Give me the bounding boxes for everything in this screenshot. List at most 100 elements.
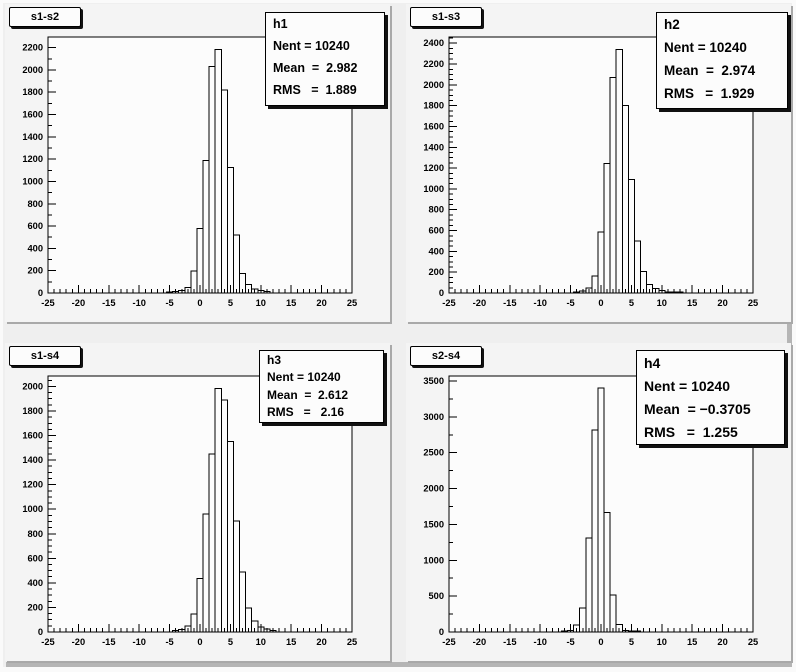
- histogram-pad-s1-s2[interactable]: -25 -20 -15 -10 -5 0 5 10 15 20 25 0 200 400 600 800 100…: [5, 4, 390, 322]
- histogram-bar: [627, 179, 635, 294]
- stats-box-h4[interactable]: h4 Nent = 10240 Mean = −0.3705 RMS = 1.2…: [636, 350, 785, 445]
- y-axis-tick-label: 400: [27, 243, 43, 253]
- x-axis-tick-label: -10: [132, 637, 145, 647]
- canvas-edge-right: [792, 0, 796, 672]
- y-axis-tick-label: 600: [428, 226, 444, 236]
- y-axis-tick-label: 0: [439, 288, 444, 298]
- y-axis-tick-label: 2500: [423, 448, 444, 458]
- y-axis-tick-label: 2000: [22, 65, 43, 75]
- histogram-bar: [603, 512, 611, 633]
- stats-box-h2[interactable]: h2 Nent = 10240 Mean = 2.974 RMS = 1.929: [656, 12, 788, 109]
- x-axis-tick-label: 20: [717, 637, 727, 647]
- x-axis-tick-label: -10: [132, 298, 145, 308]
- histogram-bar: [226, 167, 234, 294]
- y-axis-tick-label: 0: [439, 627, 444, 637]
- x-axis-tick-label: -5: [566, 298, 574, 308]
- pad-title-box[interactable]: s1-s4: [9, 346, 81, 366]
- x-axis-tick-label: 20: [316, 637, 326, 647]
- y-axis-tick-label: 600: [27, 221, 43, 231]
- stats-hist-name: h3: [267, 352, 282, 367]
- stats-hist-name: h4: [644, 354, 661, 371]
- x-axis-tick-label: 25: [748, 637, 758, 647]
- pad-title-box[interactable]: s1-s3: [410, 7, 482, 27]
- histogram-bar: [609, 594, 617, 633]
- histogram-bar: [239, 571, 247, 633]
- canvas-shadow-bottom: [6, 662, 792, 667]
- y-axis-tick-label: 200: [27, 602, 43, 612]
- x-axis-tick-label: -10: [533, 298, 546, 308]
- y-axis-tick-label: 1800: [423, 101, 444, 111]
- stats-entries: Nent = 10240: [267, 370, 341, 385]
- pad-title-box[interactable]: s2-s4: [410, 346, 482, 366]
- histogram-pad-s1-s3[interactable]: -25 -20 -15 -10 -5 0 5 10 15 20 25 0 200 400 600 800 100…: [406, 4, 791, 322]
- x-axis-tick-label: -20: [72, 637, 85, 647]
- x-axis-tick-label: 5: [629, 298, 634, 308]
- canvas-edge-bottom: [0, 667, 796, 672]
- y-axis-tick-label: 1600: [22, 110, 43, 120]
- y-axis: 0 200 400 600 800 1000 1200 1400 1600 1800 2000: [22, 379, 56, 637]
- pad-title-label: s2-s4: [431, 350, 461, 362]
- x-axis-tick-label: -25: [41, 298, 54, 308]
- x-axis-tick-label: -15: [503, 637, 516, 647]
- x-axis-tick-label: -25: [442, 637, 455, 647]
- y-axis-tick-label: 1200: [423, 163, 444, 173]
- x-axis-tick-label: 5: [629, 637, 634, 647]
- y-axis-tick-label: 1200: [22, 480, 43, 490]
- y-axis-tick-label: 1600: [22, 431, 43, 441]
- x-axis-tick-label: 0: [197, 298, 202, 308]
- stats-mean: Mean = 2.612: [267, 387, 349, 402]
- y-axis-tick-label: 800: [27, 529, 43, 539]
- x-axis: -25 -20 -15 -10 -5 0 5 10 15 20 25: [442, 285, 758, 308]
- stats-entries: Nent = 10240: [273, 39, 350, 53]
- x-axis-tick-label: 25: [347, 298, 357, 308]
- x-axis-tick-label: 15: [286, 637, 296, 647]
- x-axis: -25 -20 -15 -10 -5 0 5 10 15 20 25: [41, 285, 357, 308]
- y-axis-tick-label: 2200: [22, 43, 43, 53]
- stats-mean: Mean = 2.974: [664, 63, 756, 78]
- histogram-bar: [226, 441, 234, 633]
- x-axis-tick-label: 10: [256, 637, 266, 647]
- y-axis-tick-label: 2000: [22, 381, 43, 391]
- stats-rms: RMS = 2.16: [267, 405, 345, 420]
- x-axis-tick-label: 15: [687, 637, 697, 647]
- x-axis-tick-label: 20: [717, 298, 727, 308]
- x-axis-tick-label: 25: [347, 637, 357, 647]
- histogram-bar: [202, 513, 210, 633]
- x-axis-tick-label: -10: [533, 637, 546, 647]
- histogram-bar: [208, 453, 216, 633]
- canvas-shadow-right: [787, 6, 792, 667]
- y-axis-tick-label: 500: [428, 591, 444, 601]
- histogram-bar: [232, 234, 241, 294]
- y-axis-tick-label: 1400: [22, 132, 43, 142]
- x-axis-tick-label: -5: [566, 637, 574, 647]
- x-axis-tick-label: 20: [316, 298, 326, 308]
- y-axis-tick-label: 1000: [423, 184, 444, 194]
- stats-box-h3[interactable]: h3 Nent = 10240 Mean = 2.612 RMS = 2.16: [259, 350, 384, 423]
- y-axis-tick-label: 800: [27, 199, 43, 209]
- histogram-bar: [220, 89, 228, 294]
- x-axis-tick-label: -20: [72, 298, 85, 308]
- x-axis: -25 -20 -15 -10 -5 0 5 10 15 20 25: [442, 624, 758, 647]
- stats-box-h1[interactable]: h1 Nent = 10240 Mean = 2.982 RMS = 1.889: [265, 12, 385, 106]
- histogram-bars: [166, 48, 271, 294]
- histogram-bar: [214, 387, 222, 633]
- y-axis-tick-label: 3500: [423, 376, 444, 386]
- x-axis-tick-label: 5: [228, 637, 233, 647]
- y-axis-tick-label: 2200: [423, 59, 444, 69]
- x-axis-tick-label: -25: [442, 298, 455, 308]
- x-axis-tick-label: -20: [473, 298, 486, 308]
- y-axis: 0 200 400 600 800 1000 1200 1400 1600 1800 2000 220…: [423, 37, 457, 298]
- y-axis-tick-label: 600: [27, 553, 43, 563]
- y-axis-tick-label: 1000: [22, 504, 43, 514]
- histogram-bar: [214, 48, 222, 294]
- x-axis-tick-label: 25: [748, 298, 758, 308]
- histogram-bar: [603, 162, 611, 294]
- histogram-pad-s1-s4[interactable]: -25 -20 -15 -10 -5 0 5 10 15 20 25 0 200 400 600 800 100…: [5, 343, 390, 661]
- histogram-bar: [597, 231, 605, 294]
- histogram-bar: [585, 537, 593, 633]
- histogram-pad-s2-s4[interactable]: -25 -20 -15 -10 -5 0 5 10 15 20 25 0 500 1000 1500 2000…: [406, 343, 791, 661]
- x-axis-tick-label: 15: [687, 298, 697, 308]
- y-axis-tick-label: 2400: [423, 38, 444, 48]
- pad-title-box[interactable]: s1-s2: [9, 7, 81, 27]
